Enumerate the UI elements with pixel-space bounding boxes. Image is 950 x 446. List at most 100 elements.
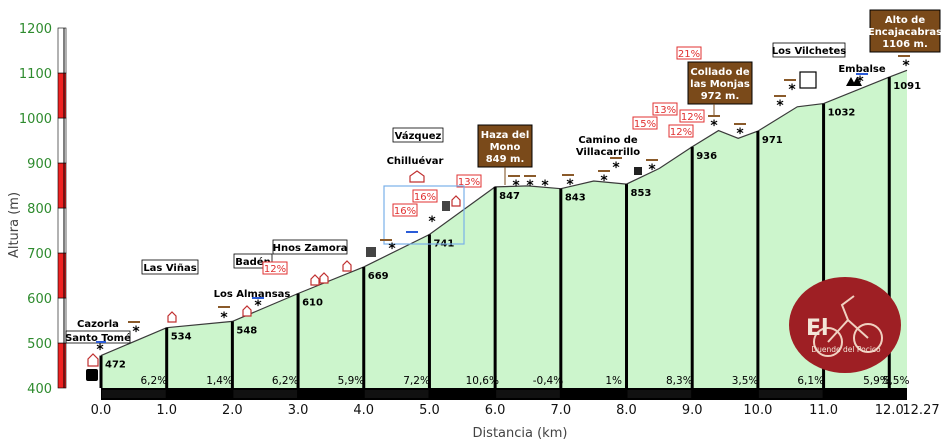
- y-tick-label: 500: [27, 337, 52, 352]
- elevation-label: 843: [565, 193, 586, 204]
- elevation-label: 1091: [893, 81, 921, 92]
- grade-label: -0,4%: [533, 375, 563, 387]
- tree-icon: [846, 77, 862, 86]
- place-vazquez: Vázquez: [395, 130, 442, 142]
- scale-segment: [57, 207, 67, 254]
- x-axis-label: Distancia (km): [473, 426, 568, 441]
- grade-label: 1%: [605, 375, 622, 387]
- slope-badge: 12%: [264, 264, 286, 275]
- svg-text:Alto de: Alto de: [885, 15, 925, 26]
- house-icon: [242, 305, 252, 317]
- elevation-label: 669: [368, 271, 389, 282]
- crossroad-icon: *: [776, 98, 784, 114]
- distance-bar-segment: [102, 390, 166, 398]
- profile-line: [100, 69, 908, 357]
- place-camino-de: Camino de: [578, 135, 638, 146]
- x-tick-label: 9.0: [682, 403, 703, 418]
- slope-badge: 13%: [458, 177, 480, 188]
- place-box: [392, 127, 444, 143]
- house-icon: [87, 353, 99, 367]
- y-tick-label: 1200: [19, 22, 52, 37]
- slope-badge: 15%: [634, 119, 656, 130]
- slope-badge: 16%: [394, 206, 416, 217]
- svg-text:849 m.: 849 m.: [486, 154, 525, 165]
- x-tick-label: 3.0: [288, 403, 309, 418]
- crossroad-icon: *: [541, 178, 549, 194]
- scale-segment: [57, 342, 67, 389]
- x-tick-label: 2.0: [222, 403, 243, 418]
- distance-bar-segment: [233, 390, 298, 398]
- place-santo-tome: Santo Tomé: [65, 332, 131, 344]
- highlight-box: [383, 185, 465, 245]
- svg-text:las Monjas: las Monjas: [690, 79, 750, 90]
- place-box: [272, 239, 348, 255]
- crossroad-icon: *: [254, 298, 262, 314]
- scale-segment: [57, 252, 67, 299]
- elevation-label: 472: [105, 360, 126, 371]
- slope-badge: 12%: [670, 127, 692, 138]
- x-tick-label: 0.0: [91, 403, 112, 418]
- elevation-label: 971: [762, 135, 783, 146]
- slope-badge: 13%: [654, 105, 676, 116]
- place-box: [772, 42, 846, 58]
- crossroad-icon: *: [526, 178, 534, 194]
- x-tick-label: 10.0: [743, 403, 772, 418]
- grade-label: 6,2%: [141, 375, 168, 387]
- crossroad-icon: *: [648, 162, 656, 178]
- slope-badge: 21%: [678, 49, 700, 60]
- altitude-scale-bar: [57, 27, 67, 389]
- y-tick-label: 900: [27, 157, 52, 172]
- tunnel-icon: [799, 71, 817, 89]
- x-axis-ticks: 0.0 1.0 2.0 3.0 4.0 5.0 6.0 7.0 8.0 9.0 10.0 11.0 12…: [91, 403, 940, 418]
- x-tick-label: 11.0: [809, 403, 838, 418]
- crossroad-icon: *: [388, 241, 396, 257]
- house-icons: [87, 170, 461, 367]
- factory-icon: [366, 247, 376, 257]
- crossroad-icon: *: [132, 324, 140, 340]
- x-tick-label: 12.27: [902, 403, 939, 418]
- distance-bar-segment: [496, 390, 560, 398]
- grade-labels: 6,2% 1,4% 6,2% 5,9% 7,2% 10,6% -0,4% 1% 8,3% 3,5%…: [141, 375, 910, 387]
- crossroad-icon: *: [856, 74, 864, 90]
- place-hnos-zamora: Hnos Zamora: [273, 243, 348, 254]
- km-marker-lines: [99, 77, 891, 388]
- distance-bar-segment: [758, 390, 823, 398]
- elevation-label: 610: [302, 298, 323, 309]
- distance-bar-segment: [364, 390, 429, 398]
- y-axis-label: Altura (m): [7, 192, 22, 258]
- place-embalse: Embalse: [838, 64, 886, 75]
- duende-logo: El Duende del Pocico: [789, 277, 901, 373]
- elevation-label: 936: [696, 151, 717, 162]
- profile-fill: [101, 70, 907, 389]
- grade-label: 7,2%: [403, 375, 430, 387]
- crossroad-icon: *: [566, 177, 574, 193]
- distance-bar: [101, 388, 907, 400]
- logo-text-el: El: [806, 316, 829, 341]
- fuel-icon: [86, 369, 98, 381]
- annotations: Cazorla Santo Tomé Las Viñas Badén Los A…: [65, 9, 942, 381]
- pass-haza-del-mono: Haza del Mono 849 m.: [477, 124, 533, 185]
- crossroad-icon: *: [788, 82, 796, 98]
- distance-bar-segment: [627, 390, 692, 398]
- place-los-vilchetes: Los Vilchetes: [772, 46, 846, 57]
- slope-badge: 12%: [681, 112, 703, 123]
- y-tick-label: 1000: [19, 112, 52, 127]
- scale-segment: [57, 162, 67, 209]
- x-tick-label: 7.0: [550, 403, 571, 418]
- place-box: [141, 259, 199, 275]
- y-tick-label: 800: [27, 202, 52, 217]
- slope-badges: 12% 16% 16% 13% 15% 13% 12% 12% 21%: [262, 46, 705, 275]
- factory-icon: [442, 201, 450, 211]
- crossroad-icon: *: [220, 310, 228, 326]
- grade-label: 5,9%: [863, 375, 890, 387]
- slope-badge: 16%: [414, 192, 436, 203]
- svg-text:Collado de: Collado de: [690, 67, 749, 78]
- grade-label: 5,9%: [338, 375, 365, 387]
- grade-label: 8,3%: [666, 375, 693, 387]
- place-cazorla: Cazorla: [77, 319, 119, 330]
- crossroad-icon: *: [710, 118, 718, 134]
- arrow-icons: [96, 55, 910, 343]
- scale-segment: [57, 117, 67, 164]
- crossroad-icon: *: [902, 58, 910, 74]
- y-tick-label: 700: [27, 247, 52, 262]
